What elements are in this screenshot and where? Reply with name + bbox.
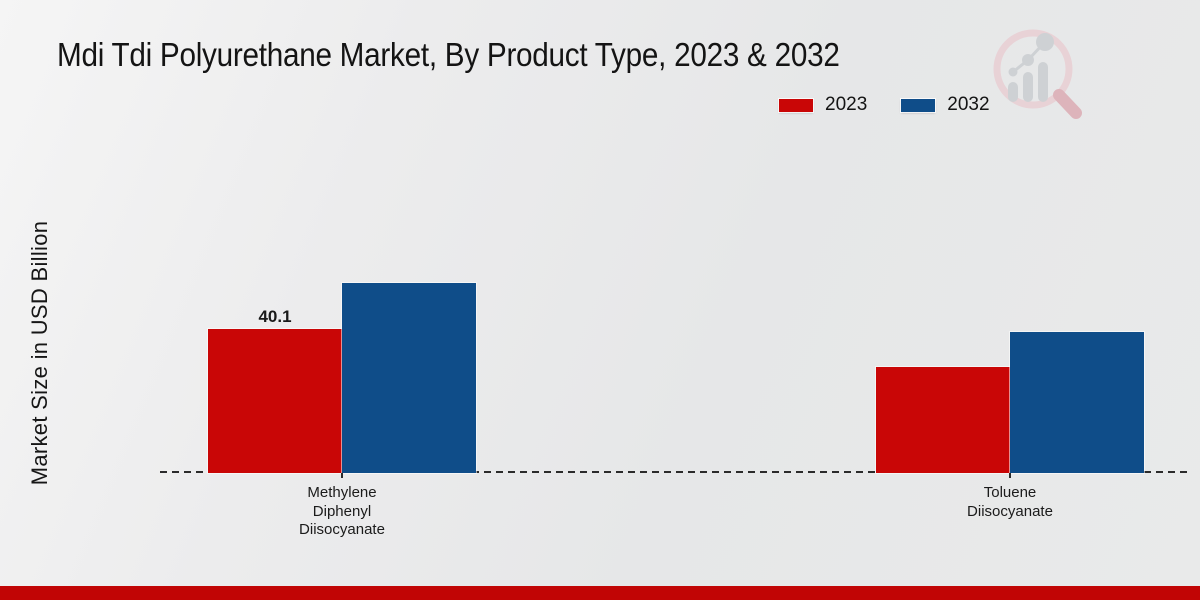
category-label-mdi: Methylene Diphenyl Diisocyanate	[299, 484, 385, 538]
legend-swatch-2032	[900, 97, 937, 113]
legend-item-2032: 2032	[900, 94, 990, 116]
category-tick	[1009, 473, 1011, 478]
legend-swatch-2023	[778, 97, 814, 113]
category-tick	[341, 473, 343, 478]
legend-label: 2023	[825, 94, 868, 115]
magnifier-bar-chart-logo-icon	[993, 29, 1082, 119]
x-axis-baseline	[160, 471, 1190, 473]
bar-2032-tdi	[1009, 330, 1145, 474]
legend-item-2023: 2023	[778, 94, 868, 116]
bottom-accent-bar	[0, 586, 1200, 600]
bar-2023-mdi	[207, 327, 343, 474]
legend-label: 2032	[947, 94, 990, 115]
bar-2023-tdi	[875, 365, 1011, 474]
bar-value-label: 40.1	[258, 306, 292, 326]
legend: 2023 2032	[778, 94, 990, 116]
category-label-tdi: Toluene Diisocyanate	[967, 484, 1053, 520]
page-title: Mdi Tdi Polyurethane Market, By Product …	[57, 36, 840, 73]
bar-2032-mdi	[341, 281, 477, 474]
